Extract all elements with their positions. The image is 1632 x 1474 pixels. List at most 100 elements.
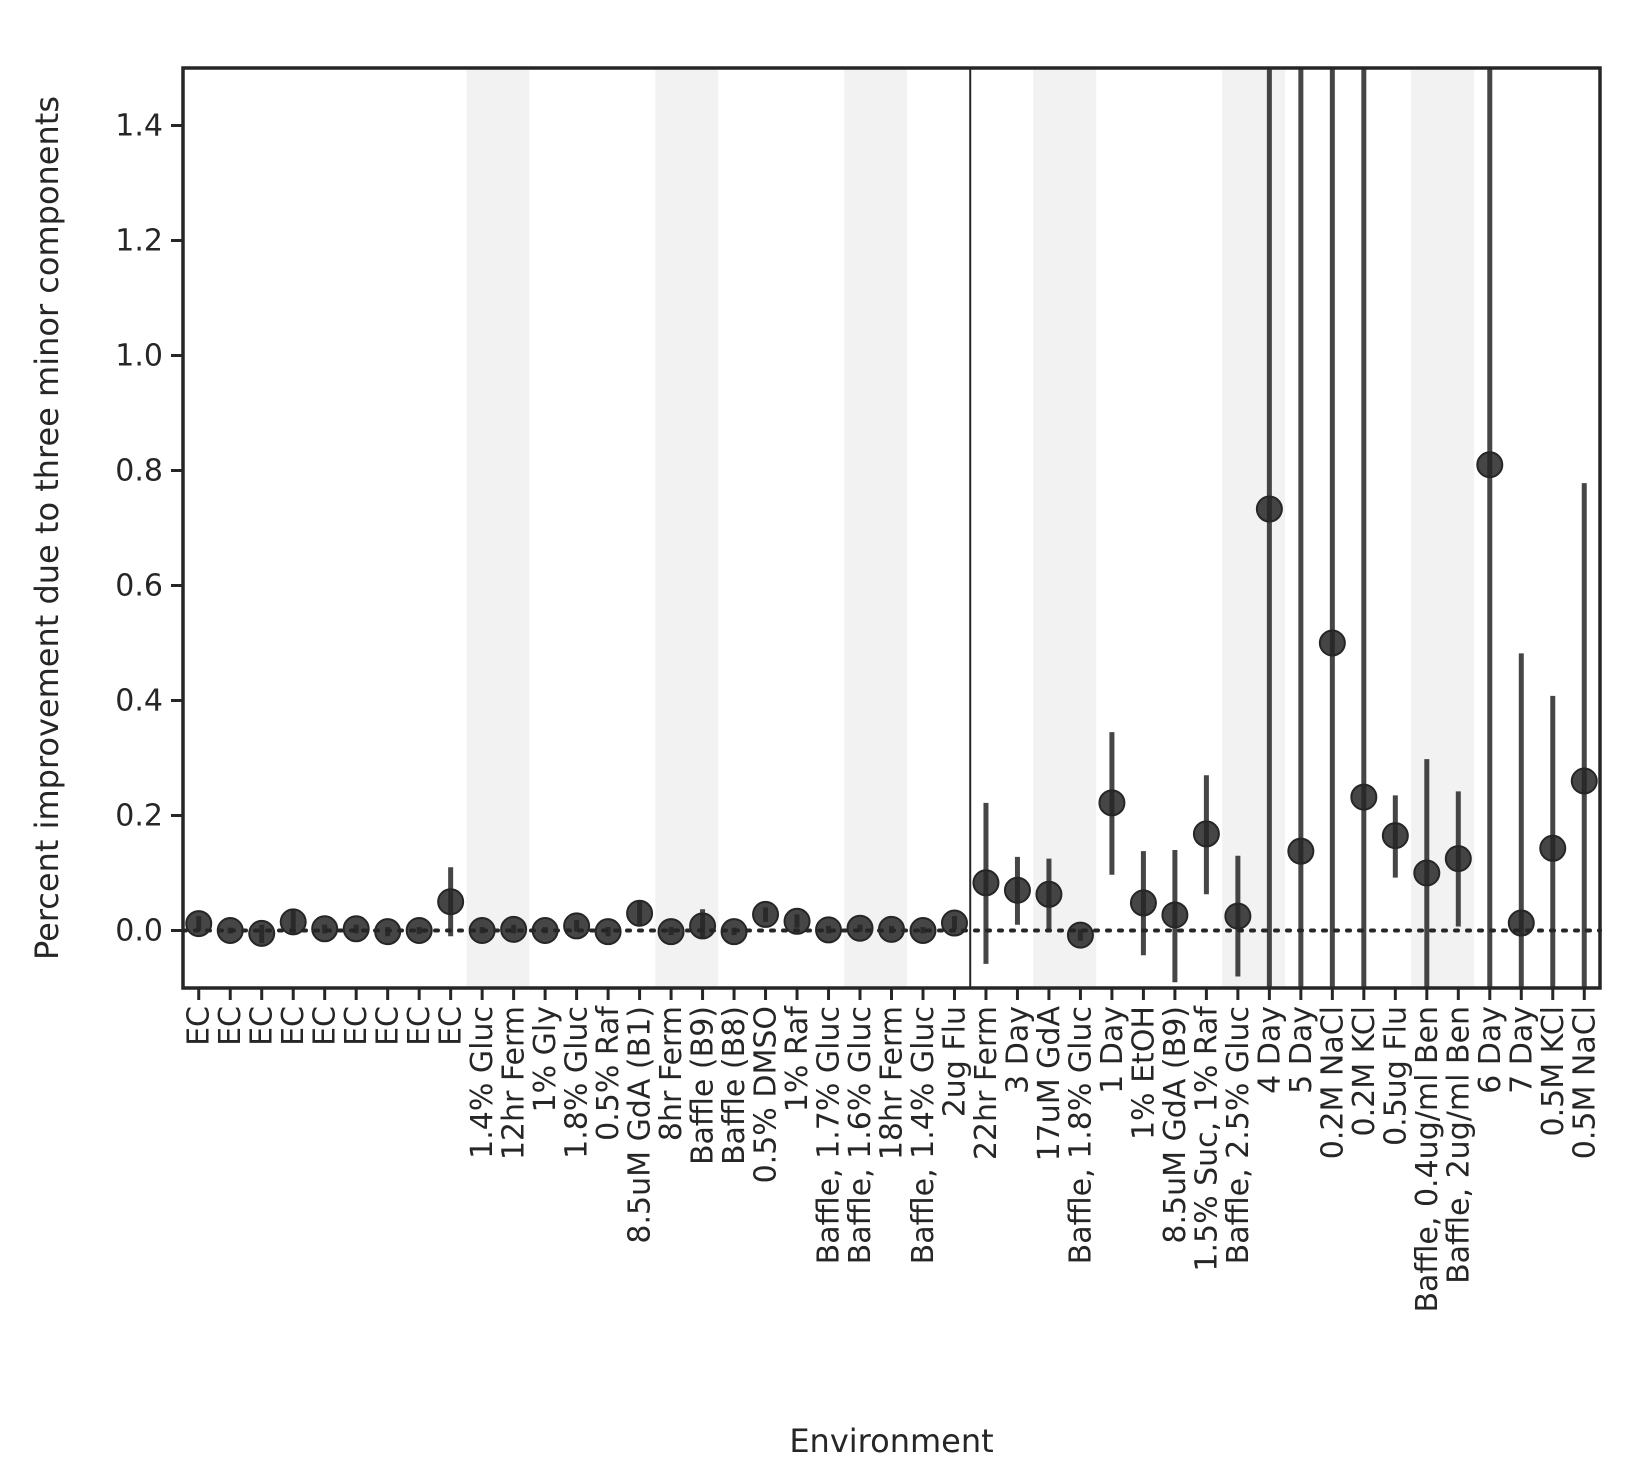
y-axis-title: Percent improvement due to three minor c…	[28, 96, 66, 960]
x-tick-label: 1 Day	[1095, 1006, 1130, 1094]
x-tick-label: 0.5ug Flu	[1378, 1006, 1413, 1146]
x-tick-label: Baffle, 1.4% Gluc	[906, 1006, 941, 1264]
y-tick-label: 0.0	[115, 914, 163, 949]
data-point	[1287, 837, 1315, 865]
y-tick-label: 1.4	[115, 109, 163, 144]
x-tick-label: 22hr Ferm	[969, 1006, 1004, 1160]
data-point	[815, 916, 843, 944]
x-tick-label: Baffle, 2.5% Gluc	[1221, 1006, 1256, 1264]
x-tick-label: EC	[213, 1006, 248, 1046]
x-tick-label: 17uM GdA	[1032, 1006, 1067, 1162]
shaded-band	[655, 68, 719, 988]
data-point	[1350, 783, 1378, 811]
x-tick-label: Baffle (B8)	[717, 1006, 752, 1165]
data-point	[311, 915, 339, 943]
data-point	[1539, 834, 1567, 862]
shaded-band	[466, 68, 530, 988]
x-tick-label: 0.5% DMSO	[749, 1006, 784, 1183]
data-point	[563, 912, 591, 940]
x-tick-label: Baffle, 1.8% Gluc	[1063, 1006, 1098, 1264]
shaded-bands	[466, 68, 1475, 988]
x-tick-label: EC	[371, 1006, 406, 1046]
x-tick-label: 8.5uM GdA (B1)	[623, 1006, 658, 1244]
x-tick-label: 5 Day	[1284, 1006, 1319, 1094]
x-tick-label: 0.2M KCl	[1347, 1006, 1382, 1136]
data-point	[689, 912, 717, 940]
y-tick-label: 1.2	[115, 224, 163, 259]
data-point	[720, 918, 748, 946]
data-point	[940, 909, 968, 937]
data-point	[1098, 789, 1126, 817]
data-point	[752, 900, 780, 928]
x-tick-label: Baffle, 0.4ug/ml Ben	[1410, 1006, 1445, 1313]
data-point	[878, 915, 905, 943]
data-point	[216, 917, 244, 944]
data-point	[972, 869, 1000, 897]
data-point	[783, 907, 811, 935]
shaded-band	[1411, 68, 1475, 988]
shaded-band	[844, 68, 908, 988]
x-tick-label: 1.8% Gluc	[560, 1006, 595, 1159]
x-tick-label: 7 Day	[1504, 1006, 1539, 1094]
data-point	[279, 908, 307, 936]
x-tick-label: EC	[245, 1006, 280, 1046]
y-tick-label: 1.0	[115, 339, 163, 374]
x-tick-label: 0.2M NaCl	[1315, 1006, 1350, 1159]
x-tick-label: 1% Gly	[528, 1006, 563, 1112]
data-point	[531, 917, 559, 944]
x-tick-label: EC	[276, 1006, 311, 1046]
x-tick-label: 18hr Ferm	[875, 1006, 910, 1160]
data-point	[1129, 889, 1157, 917]
x-tick-label: 8hr Ferm	[654, 1006, 689, 1141]
x-tick-label: Baffle, 1.6% Gluc	[843, 1006, 878, 1264]
y-axis: 0.0 0.2 0.4 0.6 0.8 1.0 1.2 1.4	[115, 109, 183, 949]
data-point	[1161, 901, 1189, 929]
data-point	[374, 918, 402, 946]
x-tick-label: 0.5M KCl	[1536, 1006, 1571, 1136]
x-tick-label: 3 Day	[1000, 1006, 1035, 1094]
y-tick-label: 0.4	[115, 684, 163, 719]
data-point	[846, 914, 874, 942]
data-point	[1255, 495, 1283, 523]
data-point	[1570, 767, 1598, 795]
data-point	[1444, 845, 1472, 873]
x-tick-label: 6 Day	[1473, 1006, 1508, 1094]
data-point	[468, 917, 496, 944]
shaded-band	[1222, 68, 1286, 988]
data-point	[1507, 909, 1535, 937]
x-tick-label: EC	[339, 1006, 374, 1046]
x-tick-label: 0.5M NaCl	[1567, 1006, 1602, 1159]
x-tick-label: Baffle, 2ug/ml Ben	[1441, 1006, 1476, 1284]
data-point	[1318, 629, 1346, 657]
data-point	[1066, 921, 1094, 949]
x-tick-label: EC	[308, 1006, 343, 1046]
data-point	[1381, 822, 1409, 850]
x-tick-label: Baffle (B9)	[686, 1006, 721, 1165]
data-point	[1035, 880, 1063, 908]
data-point	[626, 899, 654, 927]
data-point	[1476, 451, 1504, 479]
x-tick-label: 4 Day	[1252, 1006, 1287, 1094]
data-point	[909, 917, 937, 944]
x-tick-label: EC	[402, 1006, 437, 1046]
x-tick-label: 1% Raf	[780, 1005, 815, 1113]
x-tick-label: 1.5% Suc, 1% Raf	[1189, 1005, 1224, 1272]
data-point	[500, 915, 528, 943]
shaded-band	[1033, 68, 1097, 988]
x-tick-label: 8.5uM GdA (B9)	[1158, 1006, 1193, 1244]
data-point	[342, 915, 370, 943]
x-tick-label: 0.5% Raf	[591, 1005, 626, 1141]
data-point	[1003, 876, 1031, 904]
data-point	[405, 917, 433, 944]
data-point	[594, 918, 622, 946]
data-point	[248, 919, 276, 947]
x-axis-title: Environment	[789, 1422, 993, 1460]
y-tick-label: 0.2	[115, 799, 163, 834]
x-tick-label: 1.4% Gluc	[465, 1006, 500, 1159]
data-point	[1192, 820, 1220, 848]
x-tick-label: 12hr Ferm	[497, 1006, 532, 1160]
data-point	[657, 918, 685, 946]
data-point	[1413, 859, 1441, 887]
